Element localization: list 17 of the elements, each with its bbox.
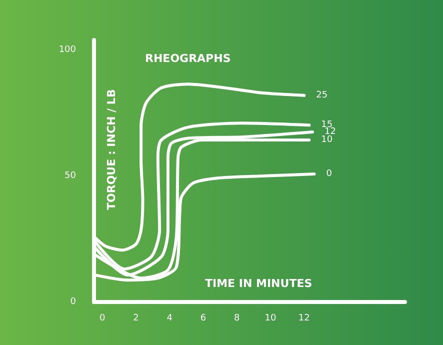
y-tick-label: 100 bbox=[58, 45, 76, 56]
x-tick-label: 12 bbox=[298, 314, 310, 324]
series-label: 10 bbox=[321, 135, 333, 146]
x-tick-label: 10 bbox=[264, 314, 277, 324]
y-axis-title: TORQUE : INCH / LB bbox=[105, 89, 118, 210]
series-label: 12 bbox=[324, 126, 336, 137]
y-tick-label: 50 bbox=[64, 171, 76, 182]
x-tick-label: 4 bbox=[166, 314, 173, 324]
x-tick-label: 0 bbox=[100, 314, 106, 324]
y-tick-label: 0 bbox=[70, 297, 76, 307]
text: RHEOGRAPHS bbox=[145, 52, 231, 65]
series-label: 0 bbox=[326, 169, 332, 180]
x-tick-label: 8 bbox=[234, 314, 240, 324]
series-label: 25 bbox=[316, 90, 328, 100]
x-tick-label: 6 bbox=[200, 314, 206, 324]
x-axis-title: TIME IN MINUTES bbox=[205, 277, 312, 290]
x-tick-label: 2 bbox=[133, 314, 139, 324]
